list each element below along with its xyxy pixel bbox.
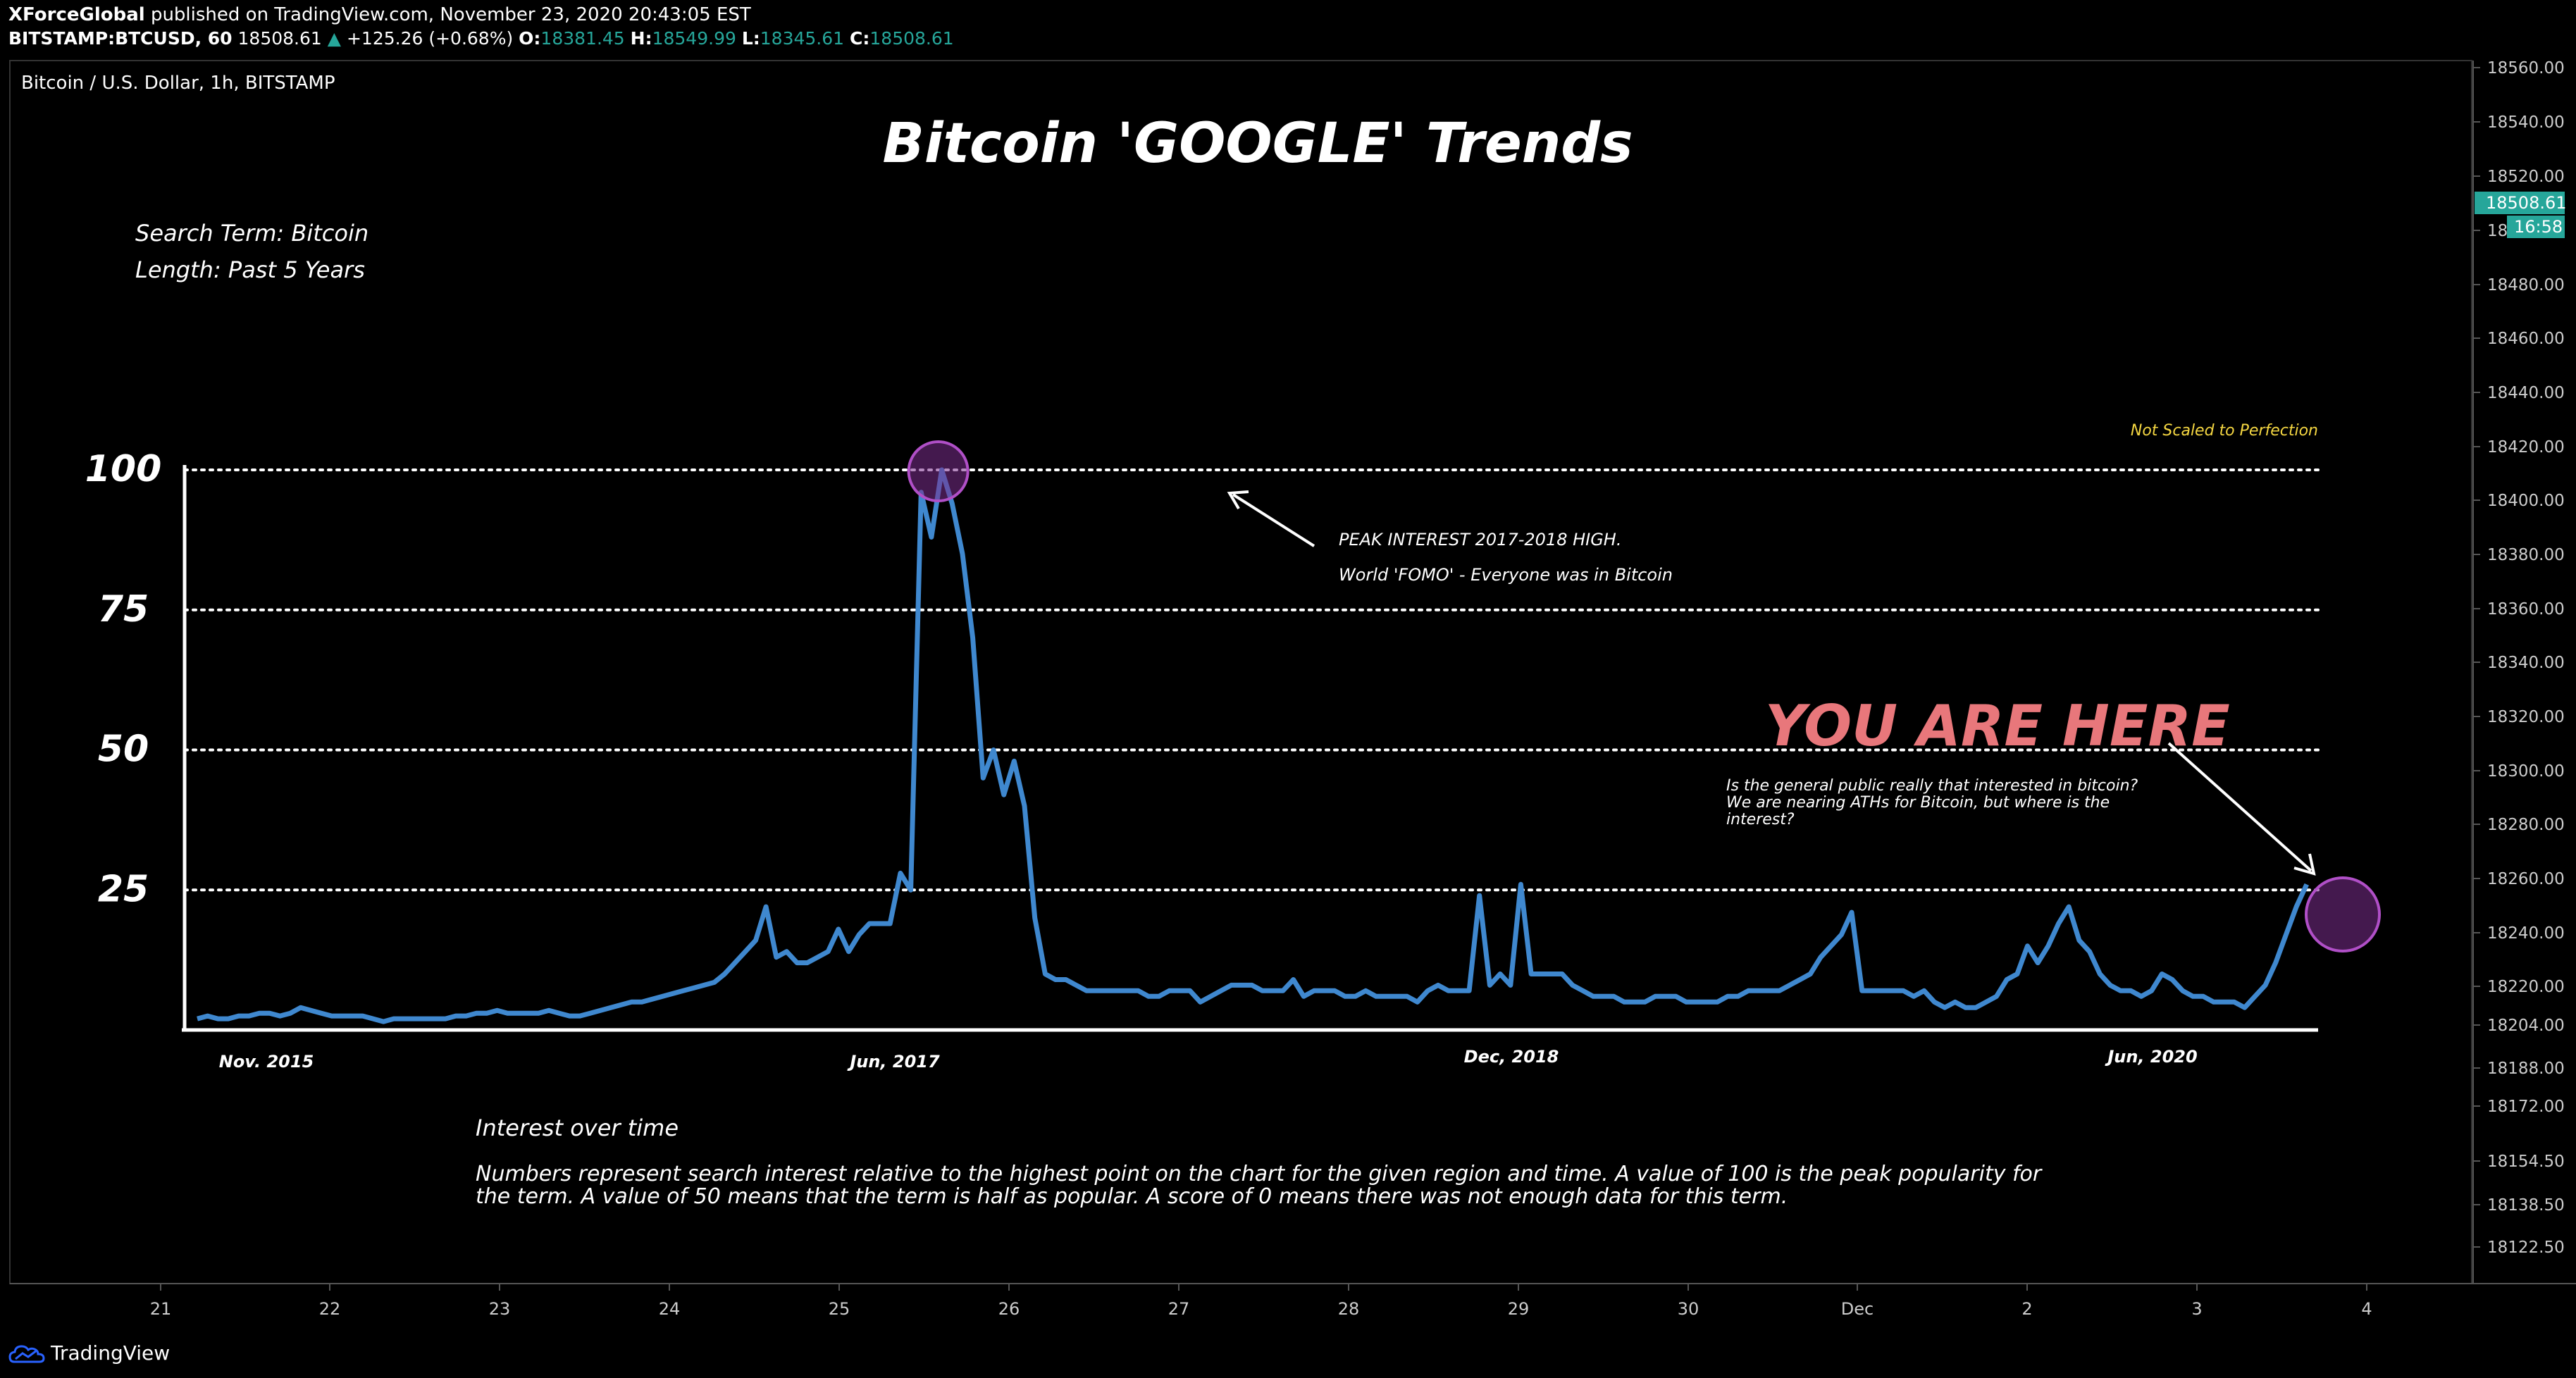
trends-plot: 100 75 50 25 Nov. 2015 Jun, 2017 Dec, 2018 Jun,…: [85, 440, 2381, 1072]
price-axis[interactable]: 18560.0018540.0018520.0018500.0018480.00…: [2473, 59, 2565, 1257]
price-axis-tick-label: 18360.00: [2487, 600, 2565, 619]
tradingview-brand-name: TradingView: [51, 1341, 171, 1365]
author-name[interactable]: XForceGlobal: [8, 4, 145, 25]
x-axis-label: Jun, 2017: [847, 1052, 940, 1072]
question-line3: interest?: [1726, 811, 1795, 828]
low-value: 18345.61: [760, 28, 845, 49]
publish-date: published on TradingView.com, November 2…: [150, 4, 751, 25]
time-axis-tick-label: 27: [1168, 1299, 1190, 1319]
last-price-tag: 18508.61: [2475, 192, 2567, 214]
y-tick-label-25: 25: [98, 868, 149, 910]
peak-arrow-line: [1232, 493, 1315, 547]
price-axis-tick-label: 18560.00: [2487, 59, 2565, 77]
ohlc-legend: BITSTAMP:BTCUSD, 60 18508.61 ▲ +125.26 (…: [8, 28, 954, 49]
time-axis-tick-label: 23: [489, 1299, 511, 1319]
series-line: [197, 467, 2309, 1024]
time-axis-tick-label: 25: [829, 1299, 850, 1319]
price-axis-tick-label: 18122.50: [2487, 1239, 2565, 1257]
open-value: 18381.45: [540, 28, 625, 49]
time-axis-tick-label: 4: [2361, 1299, 2372, 1319]
open-label: O:: [519, 28, 541, 49]
peak-arrow-head: [1227, 490, 1249, 510]
price-axis-tick-label: 18280.00: [2487, 816, 2565, 834]
price-axis-tick-label: 18188.00: [2487, 1060, 2565, 1078]
search-term-label: Search Term: Bitcoin: [135, 220, 369, 247]
tradingview-logo[interactable]: TradingView: [8, 1339, 170, 1367]
y-tick-label-100: 100: [85, 448, 162, 490]
price-axis-tick-label: 18320.00: [2487, 708, 2565, 726]
price-axis-tick-label: 18440.00: [2487, 384, 2565, 402]
time-axis-tick-label: 24: [659, 1299, 681, 1319]
time-axis-tick-label: 22: [319, 1299, 341, 1319]
price-axis-tick-label: 18480.00: [2487, 276, 2565, 294]
close-value: 18508.61: [869, 28, 954, 49]
question-line2: We are nearing ATHs for Bitcoin, but whe…: [1726, 794, 2110, 812]
publish-info: XForceGlobal published on TradingView.co…: [8, 4, 751, 25]
price-change: +125.26 (+0.68%): [346, 28, 514, 49]
not-scaled-note: Not Scaled to Perfection: [2131, 422, 2318, 440]
change-arrow-icon: ▲: [327, 28, 342, 49]
tradingview-cloud-icon: [8, 1345, 45, 1363]
symbol-label[interactable]: BITSTAMP:BTCUSD, 60: [8, 28, 233, 49]
peak-note-line2: World 'FOMO' - Everyone was in Bitcoin: [1339, 565, 1673, 585]
interest-desc-line1: Numbers represent search interest relati…: [476, 1162, 2043, 1186]
price-axis-tick-label: 18300.00: [2487, 762, 2565, 781]
price-axis-tick-label: 18340.00: [2487, 654, 2565, 672]
time-axis-tick-label: 30: [1678, 1299, 1699, 1319]
question-line1: Is the general public really that intere…: [1726, 777, 2138, 795]
pane-title: Bitcoin / U.S. Dollar, 1h, BITSTAMP: [21, 73, 335, 94]
time-axis-tick-label: 29: [1508, 1299, 1530, 1319]
x-axis-label: Nov. 2015: [219, 1052, 314, 1072]
y-tick-label-50: 50: [98, 728, 149, 771]
current-highlight-circle: [2305, 876, 2381, 952]
time-axis-tick-label: 21: [150, 1299, 172, 1319]
price-axis-tick-label: 18220.00: [2487, 978, 2565, 996]
price-axis-tick-label: 18172.00: [2487, 1098, 2565, 1116]
last-price: 18508.61: [237, 28, 322, 49]
chart-header: XForceGlobal published on TradingView.co…: [0, 0, 2576, 59]
price-axis-tick-label: 18380.00: [2487, 546, 2565, 564]
price-axis-tick-label: 18520.00: [2487, 168, 2565, 186]
high-label: H:: [630, 28, 652, 49]
x-axis-label: Jun, 2020: [2105, 1047, 2197, 1067]
price-axis-tick-label: 18540.00: [2487, 113, 2565, 132]
countdown-tag: 16:58: [2507, 216, 2565, 238]
price-axis-tick-label: 18154.50: [2487, 1153, 2565, 1171]
x-axis-label: Dec, 2018: [1464, 1047, 1559, 1067]
time-axis-tick-label: 2: [2021, 1299, 2032, 1319]
price-axis-tick-label: 18260.00: [2487, 870, 2565, 888]
here-arrow-head: [2293, 853, 2316, 876]
time-axis[interactable]: 21 22 23 24 25 26 27 28 29 30 Dec 2 3 4: [150, 1284, 2372, 1319]
peak-note-line1: PEAK INTEREST 2017-2018 HIGH.: [1339, 530, 1621, 550]
here-arrow-line: [2167, 742, 2312, 872]
last-price-tag-text: 18508.61: [2486, 193, 2567, 213]
chart-title: Bitcoin 'GOOGLE' Trends: [882, 112, 1633, 175]
countdown-tag-text: 16:58: [2514, 217, 2563, 237]
length-label: Length: Past 5 Years: [135, 256, 365, 283]
time-axis-tick-label: 26: [998, 1299, 1020, 1319]
price-axis-tick-label: 18460.00: [2487, 330, 2565, 348]
price-axis-tick-label: 18138.50: [2487, 1196, 2565, 1215]
time-axis-tick-label: 3: [2191, 1299, 2202, 1319]
time-axis-tick-label: Dec: [1841, 1299, 1874, 1319]
time-axis-tick-label: 28: [1338, 1299, 1360, 1319]
interest-title: Interest over time: [476, 1115, 679, 1141]
price-axis-tick-label: 18240.00: [2487, 924, 2565, 943]
price-axis-tick-label: 18204.00: [2487, 1017, 2565, 1035]
price-axis-tick-label: 18400.00: [2487, 492, 2565, 510]
peak-highlight-circle: [907, 440, 970, 502]
interest-desc-line2: the term. A value of 50 means that the t…: [476, 1184, 1788, 1209]
price-axis-tick-label: 18420.00: [2487, 438, 2565, 457]
y-tick-label-75: 75: [98, 588, 149, 631]
close-label: C:: [850, 28, 870, 49]
high-value: 18549.99: [652, 28, 736, 49]
you-are-here-label: YOU ARE HERE: [1765, 693, 2230, 759]
low-label: L:: [741, 28, 760, 49]
chart-pane-frame: [9, 60, 2472, 1284]
